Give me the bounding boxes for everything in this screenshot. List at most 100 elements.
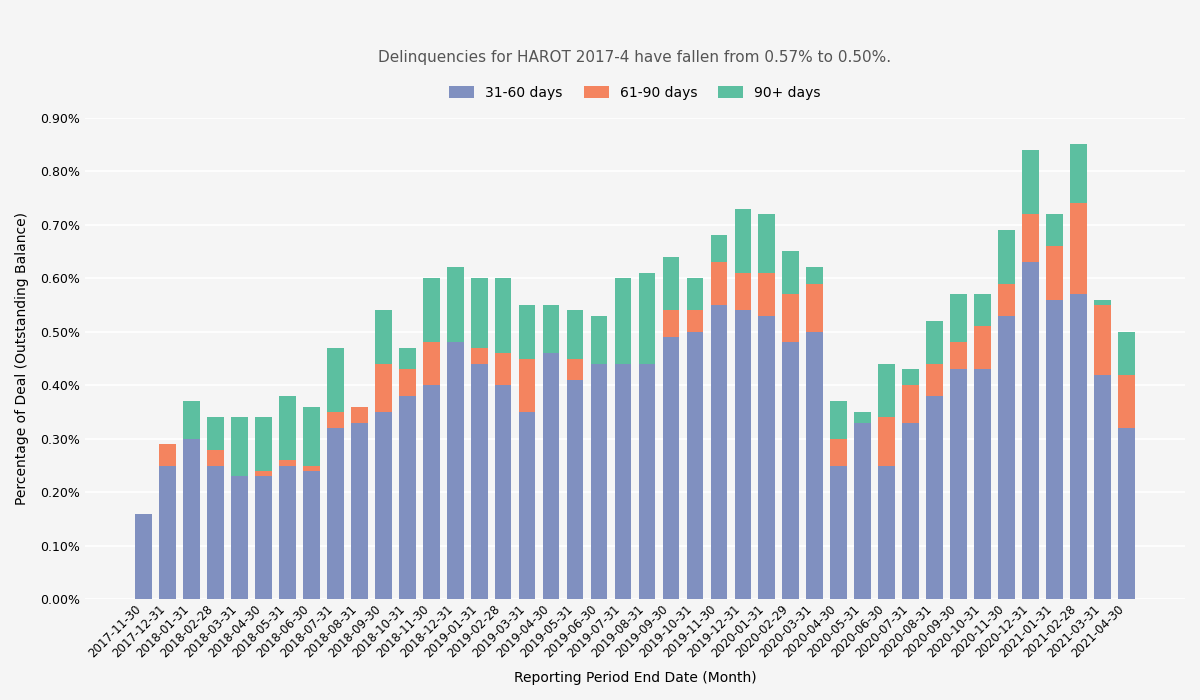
Bar xyxy=(134,514,151,599)
Bar xyxy=(350,423,367,599)
Bar xyxy=(422,385,439,599)
Bar xyxy=(278,466,295,599)
Bar xyxy=(734,273,751,310)
Bar xyxy=(950,342,967,369)
Bar xyxy=(494,354,511,385)
Bar xyxy=(926,396,943,599)
Bar xyxy=(254,471,271,476)
Bar xyxy=(758,316,775,599)
Bar xyxy=(710,262,727,305)
Bar xyxy=(806,332,823,599)
Bar xyxy=(1046,300,1063,599)
Bar xyxy=(1046,246,1063,300)
Bar xyxy=(566,310,583,358)
Bar xyxy=(1070,294,1087,599)
Bar xyxy=(1118,428,1135,599)
Bar xyxy=(1094,305,1111,374)
Bar xyxy=(398,369,415,396)
Bar xyxy=(1118,374,1135,428)
Bar xyxy=(182,439,199,599)
Bar xyxy=(470,278,487,348)
Bar xyxy=(974,294,991,326)
Bar xyxy=(974,369,991,599)
Y-axis label: Percentage of Deal (Outstanding Balance): Percentage of Deal (Outstanding Balance) xyxy=(16,212,29,505)
Bar xyxy=(878,364,895,417)
Bar xyxy=(1022,262,1039,599)
Bar xyxy=(782,251,799,294)
Bar xyxy=(734,209,751,273)
Bar xyxy=(470,348,487,364)
Bar xyxy=(710,305,727,599)
Bar xyxy=(278,396,295,461)
Bar xyxy=(206,417,223,449)
Bar xyxy=(734,310,751,599)
Bar xyxy=(662,257,679,310)
Bar xyxy=(1094,374,1111,599)
Bar xyxy=(638,273,655,364)
Bar xyxy=(902,369,919,385)
Bar xyxy=(302,407,319,466)
Bar xyxy=(326,412,343,428)
Bar xyxy=(902,385,919,423)
Bar xyxy=(950,369,967,599)
Bar xyxy=(350,407,367,423)
Bar xyxy=(158,466,175,599)
Bar xyxy=(1070,144,1087,203)
Bar xyxy=(998,230,1015,284)
Bar xyxy=(758,214,775,273)
Bar xyxy=(158,444,175,466)
Bar xyxy=(302,471,319,599)
Bar xyxy=(686,332,703,599)
Bar xyxy=(662,337,679,599)
Bar xyxy=(398,396,415,599)
Bar xyxy=(782,294,799,342)
Bar xyxy=(878,417,895,466)
Bar xyxy=(542,354,559,599)
Bar xyxy=(254,417,271,471)
Bar xyxy=(878,466,895,599)
Bar xyxy=(566,380,583,599)
Bar xyxy=(374,412,391,599)
Bar xyxy=(782,342,799,599)
Bar xyxy=(422,342,439,385)
Bar xyxy=(398,348,415,369)
Bar xyxy=(182,401,199,439)
Bar xyxy=(470,364,487,599)
Bar xyxy=(1022,150,1039,214)
Bar xyxy=(1070,203,1087,294)
Bar xyxy=(926,364,943,396)
Bar xyxy=(542,305,559,354)
Bar xyxy=(686,310,703,332)
Bar xyxy=(254,476,271,599)
Bar xyxy=(446,342,463,599)
Bar xyxy=(206,449,223,466)
Bar xyxy=(998,316,1015,599)
Bar xyxy=(758,273,775,316)
X-axis label: Reporting Period End Date (Month): Reporting Period End Date (Month) xyxy=(514,671,756,685)
Bar xyxy=(806,267,823,284)
Bar xyxy=(374,310,391,364)
Bar xyxy=(950,294,967,342)
Bar xyxy=(686,278,703,310)
Bar xyxy=(614,278,631,364)
Bar xyxy=(494,385,511,599)
Bar xyxy=(902,423,919,599)
Bar xyxy=(854,423,871,599)
Bar xyxy=(422,278,439,342)
Bar xyxy=(1094,300,1111,305)
Bar xyxy=(302,466,319,471)
Bar xyxy=(806,284,823,332)
Bar xyxy=(998,284,1015,316)
Bar xyxy=(710,235,727,262)
Legend: 31-60 days, 61-90 days, 90+ days: 31-60 days, 61-90 days, 90+ days xyxy=(449,86,821,100)
Bar xyxy=(1022,214,1039,262)
Bar xyxy=(326,428,343,599)
Bar xyxy=(590,364,607,599)
Bar xyxy=(926,321,943,364)
Bar xyxy=(974,326,991,369)
Bar xyxy=(854,412,871,423)
Bar xyxy=(230,417,247,476)
Bar xyxy=(278,461,295,466)
Bar xyxy=(374,364,391,412)
Bar xyxy=(662,310,679,337)
